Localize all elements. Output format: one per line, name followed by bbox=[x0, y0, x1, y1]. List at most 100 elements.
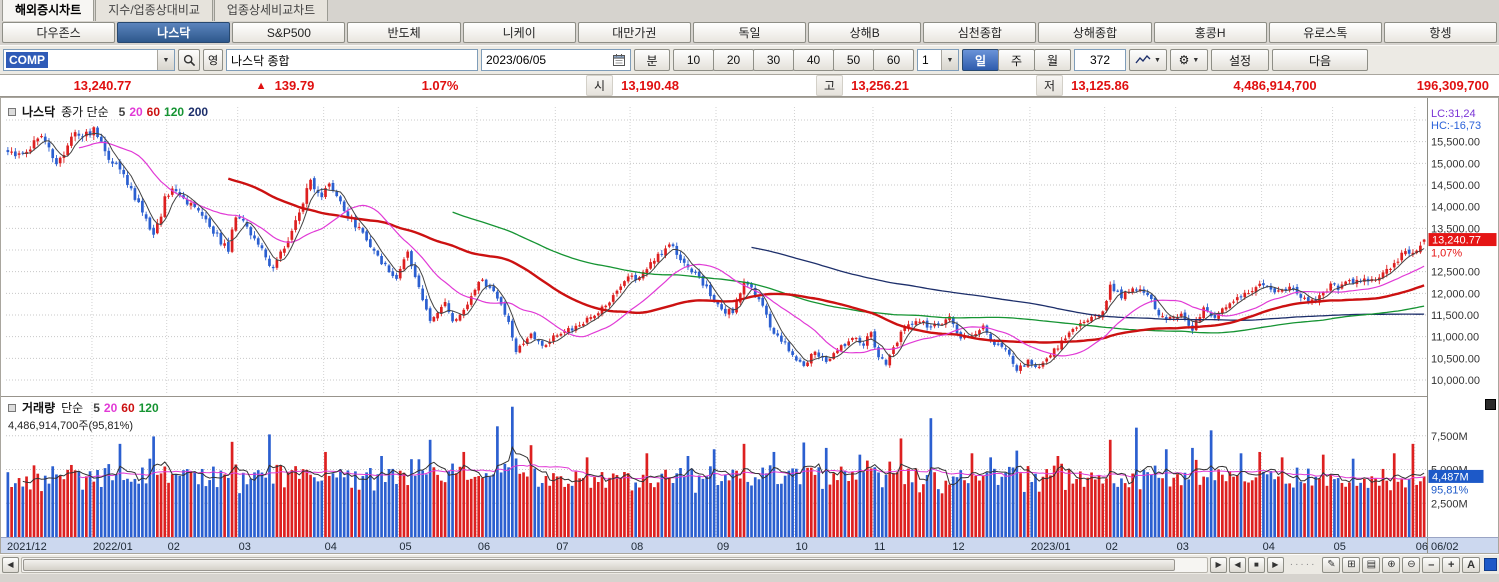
svg-text:03: 03 bbox=[1177, 541, 1189, 553]
svg-text:HC:-16,73: HC:-16,73 bbox=[1431, 120, 1481, 132]
scroll-left-button[interactable]: ◀ bbox=[2, 556, 19, 573]
period-month-button[interactable]: 월 bbox=[1034, 49, 1071, 71]
market-tab-11[interactable]: 홍콩H bbox=[1153, 22, 1267, 43]
ma-period-60: 60 bbox=[146, 104, 161, 119]
symbol-search-button[interactable] bbox=[178, 49, 200, 71]
minute-50-button[interactable]: 50 bbox=[833, 49, 874, 71]
market-tab-12[interactable]: 유로스톡 bbox=[1268, 22, 1382, 43]
font-size-button[interactable]: A bbox=[1462, 556, 1481, 573]
stop-button[interactable]: ■ bbox=[1247, 556, 1265, 573]
svg-text:4,487M: 4,487M bbox=[1432, 471, 1469, 483]
zoom-in-icon[interactable]: ⊕ bbox=[1382, 556, 1401, 573]
ma-period-20: 20 bbox=[103, 400, 118, 415]
view-tab-3[interactable]: 업종상세비교차트 bbox=[213, 0, 329, 21]
calendar-icon[interactable] bbox=[612, 53, 626, 67]
legend-collapse-icon[interactable] bbox=[8, 107, 16, 116]
view-tab-1[interactable]: 해외증시차트 bbox=[2, 0, 95, 21]
trade-value: 196,309,700 bbox=[1416, 78, 1489, 93]
market-tab-10[interactable]: 상해종합 bbox=[1038, 22, 1152, 43]
step-forward-button[interactable]: ▶ bbox=[1266, 556, 1284, 573]
minute-10-button[interactable]: 10 bbox=[673, 49, 714, 71]
chevron-down-icon: ▼ bbox=[1192, 56, 1200, 64]
price-volume-chart[interactable]: 15,500.00 15,000.00 14,500.00 14,000.00 13,5… bbox=[0, 97, 1499, 554]
svg-text:11: 11 bbox=[874, 541, 885, 553]
interval-count-combo[interactable]: 1 ▼ bbox=[917, 49, 959, 71]
low-label: 저 bbox=[1036, 75, 1064, 96]
zoom-out-icon[interactable]: ⊖ bbox=[1402, 556, 1421, 573]
market-tabs: 다우존스 나스닥 S&P500 반도체 니케이 대만가권 독일 상해B 심천종합 상해종합 홍콩H 유… bbox=[0, 21, 1499, 45]
grid-tool-icon[interactable]: ⊞ bbox=[1342, 556, 1361, 573]
price-ma-periods: 5 20 60 120 200 bbox=[115, 105, 208, 119]
zoom-out-button[interactable]: – bbox=[1422, 556, 1441, 573]
svg-text:03: 03 bbox=[239, 541, 251, 553]
svg-text:14,500.00: 14,500.00 bbox=[1431, 180, 1480, 192]
view-tabs: 해외증시차트 지수/업종상대비교 업종상세비교차트 bbox=[0, 0, 1499, 21]
minute-40-button[interactable]: 40 bbox=[793, 49, 834, 71]
minute-20-button[interactable]: 20 bbox=[713, 49, 754, 71]
chart-tools-button[interactable]: ⚙ ▼ bbox=[1170, 49, 1208, 71]
symbol-name-field: 나스닥 종합 bbox=[226, 49, 478, 71]
chevron-down-icon[interactable]: ▼ bbox=[157, 50, 174, 70]
ma-period-5: 5 bbox=[118, 104, 126, 119]
volume-legend: 거래량 단순 5 20 60 120 4,486,914,700주(95,81%) bbox=[8, 399, 159, 433]
step-back-button[interactable]: ◀ bbox=[1229, 556, 1246, 573]
market-tab-8[interactable]: 상해B bbox=[808, 22, 922, 43]
view-tab-2[interactable]: 지수/업종상대비교 bbox=[95, 0, 213, 21]
period-day-button[interactable]: 일 bbox=[962, 49, 999, 71]
market-tab-6[interactable]: 대만가권 bbox=[577, 22, 691, 43]
settings-button[interactable]: 설정 bbox=[1211, 49, 1269, 71]
market-tab-9[interactable]: 심천종합 bbox=[923, 22, 1037, 43]
market-tab-3[interactable]: S&P500 bbox=[232, 22, 346, 43]
svg-text:06: 06 bbox=[1416, 541, 1428, 553]
period-week-button[interactable]: 주 bbox=[998, 49, 1035, 71]
svg-text:02: 02 bbox=[168, 541, 180, 553]
svg-text:15,500.00: 15,500.00 bbox=[1431, 137, 1480, 149]
draw-tool-icon[interactable]: ✎ bbox=[1322, 556, 1341, 573]
market-tab-7[interactable]: 독일 bbox=[692, 22, 807, 43]
price-legend-title: 나스닥 bbox=[22, 105, 56, 119]
ma-period-20: 20 bbox=[129, 104, 143, 119]
minute-60-button[interactable]: 60 bbox=[873, 49, 914, 71]
volume-panel-icon[interactable] bbox=[1485, 399, 1496, 410]
volume-legend-value: 4,486,914,700주(95,81%) bbox=[8, 420, 134, 432]
ma-period-5: 5 bbox=[93, 400, 100, 415]
zoom-in-button[interactable]: + bbox=[1442, 556, 1461, 573]
svg-text:04: 04 bbox=[325, 541, 337, 553]
minute-button[interactable]: 분 bbox=[634, 49, 670, 71]
trendline-icon bbox=[1135, 54, 1151, 64]
english-toggle-button[interactable]: 영 bbox=[203, 49, 223, 71]
gear-icon: ⚙ bbox=[1178, 53, 1190, 67]
svg-text:13,240.77: 13,240.77 bbox=[1432, 235, 1481, 247]
chevron-down-icon[interactable]: ▼ bbox=[941, 50, 958, 70]
market-tab-5[interactable]: 니케이 bbox=[462, 22, 576, 43]
ma-period-200: 200 bbox=[188, 104, 209, 119]
volume-legend-title: 거래량 bbox=[22, 401, 56, 415]
svg-text:14,000.00: 14,000.00 bbox=[1431, 202, 1480, 214]
svg-text:06: 06 bbox=[478, 541, 490, 553]
market-tab-13[interactable]: 항셍 bbox=[1383, 22, 1498, 43]
high-label: 고 bbox=[816, 75, 844, 96]
minute-30-button[interactable]: 30 bbox=[753, 49, 794, 71]
svg-text:09: 09 bbox=[717, 541, 729, 553]
market-tab-1[interactable]: 다우존스 bbox=[2, 22, 116, 43]
legend-collapse-icon[interactable] bbox=[8, 403, 16, 412]
symbol-code-value: COMP bbox=[6, 52, 48, 68]
chart-scrollbar[interactable] bbox=[20, 556, 1209, 573]
next-button[interactable]: 다음 bbox=[1272, 49, 1368, 71]
panel-tool-icon[interactable]: ▤ bbox=[1362, 556, 1381, 573]
ma-period-120: 120 bbox=[164, 104, 185, 119]
ma-period-120: 120 bbox=[138, 400, 159, 415]
market-tab-2[interactable]: 나스닥 bbox=[117, 22, 231, 43]
symbol-code-combo[interactable]: COMP ▼ bbox=[3, 49, 175, 71]
svg-text:10: 10 bbox=[795, 541, 807, 553]
date-field[interactable]: 2023/06/05 bbox=[481, 49, 631, 71]
scrollbar-thumb[interactable] bbox=[22, 558, 1175, 571]
open-label: 시 bbox=[586, 75, 614, 96]
market-tab-4[interactable]: 반도체 bbox=[347, 22, 461, 43]
bar-count-input[interactable] bbox=[1074, 49, 1126, 71]
svg-text:11,500.00: 11,500.00 bbox=[1431, 310, 1479, 322]
scroll-right-button[interactable]: ▶ bbox=[1210, 556, 1228, 573]
chart-style-button[interactable]: ▼ bbox=[1129, 49, 1167, 71]
svg-text:13,500.00: 13,500.00 bbox=[1431, 223, 1480, 235]
